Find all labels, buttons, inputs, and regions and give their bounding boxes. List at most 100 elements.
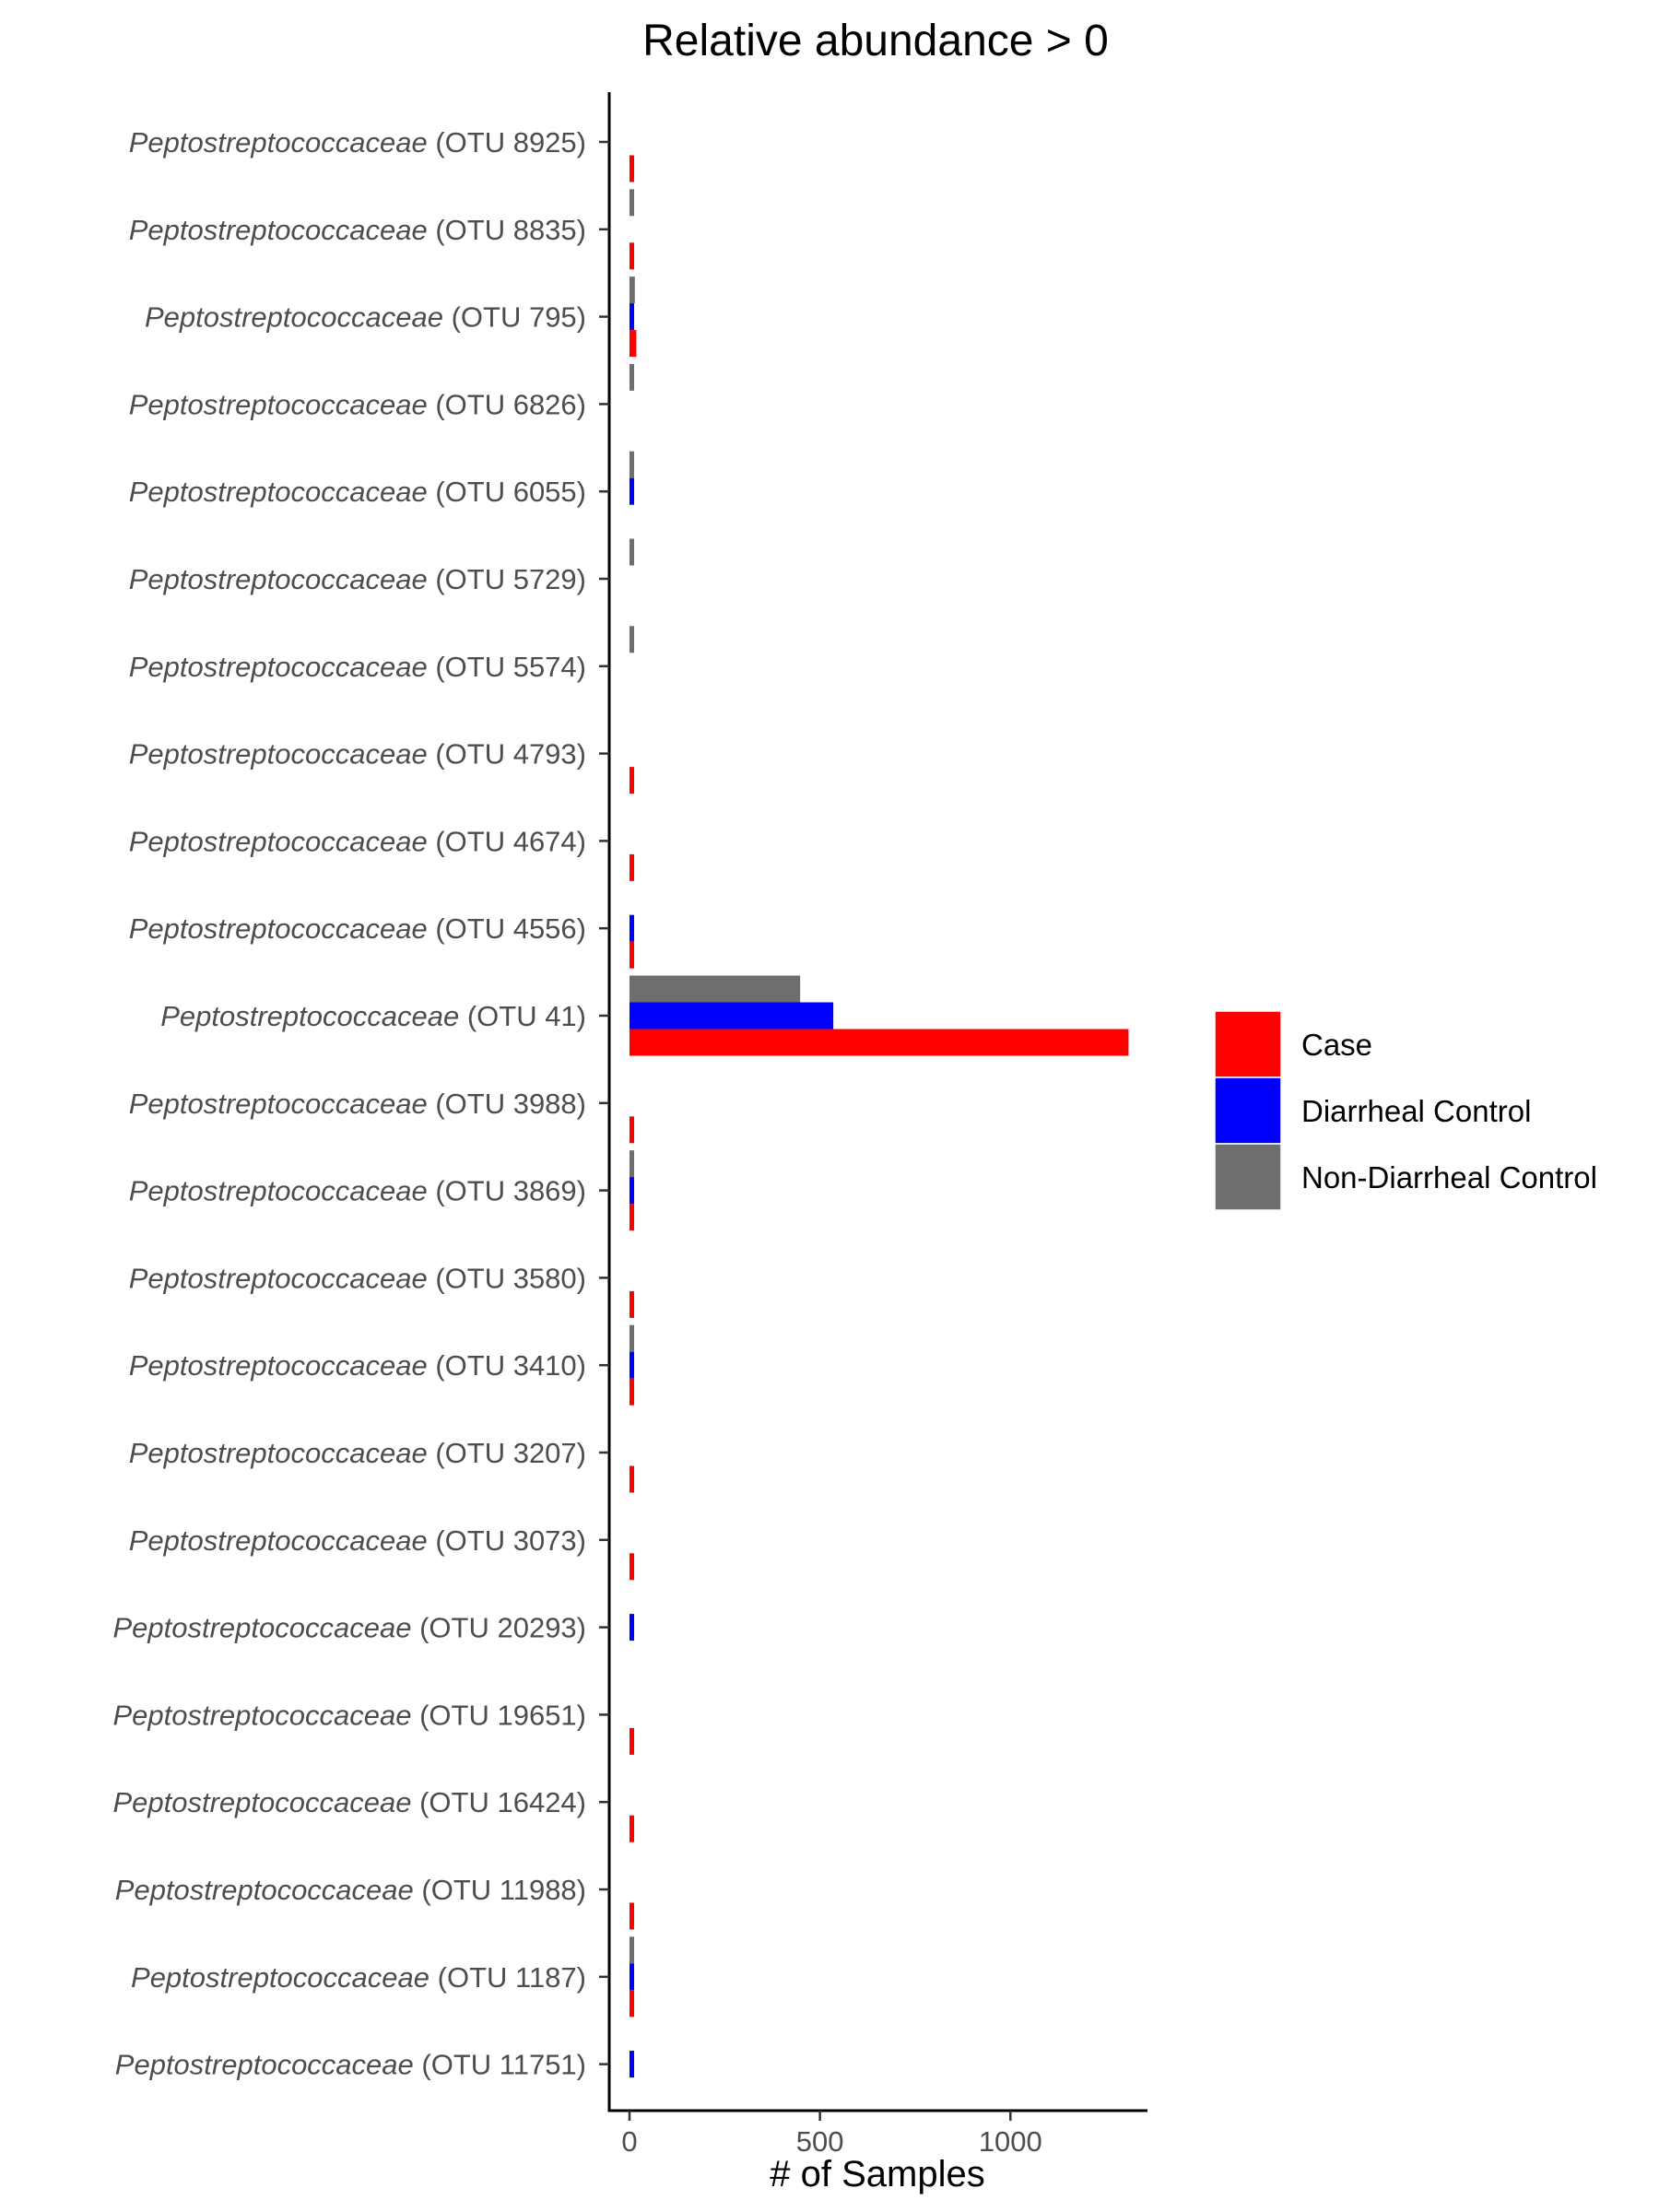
y-tick-label-otu: (OTU 5729) bbox=[428, 563, 586, 595]
bar-case-2 bbox=[629, 242, 634, 270]
y-tick-label: Peptostreptococcaceae (OTU 16424) bbox=[112, 1786, 586, 1818]
bar-non-diarrheal-control-13 bbox=[629, 1150, 634, 1178]
y-tick-label-genus: Peptostreptococcaceae bbox=[129, 1524, 428, 1557]
y-tick-label: Peptostreptococcaceae (OTU 41) bbox=[160, 1000, 586, 1032]
y-tick-label: Peptostreptococcaceae (OTU 5729) bbox=[129, 563, 586, 595]
y-tick-label-genus: Peptostreptococcaceae bbox=[112, 1699, 411, 1731]
y-tick-label-otu: (OTU 41) bbox=[459, 1000, 586, 1032]
bar-case-11 bbox=[629, 1029, 1129, 1056]
bar-non-diarrheal-control-11 bbox=[629, 975, 801, 1003]
bar-case-22 bbox=[629, 1990, 634, 2018]
bar-diarrheal-control-3 bbox=[629, 303, 634, 331]
y-tick-label-otu: (OTU 3988) bbox=[428, 1088, 586, 1120]
bar-case-21 bbox=[629, 1902, 634, 1930]
bar-case-8 bbox=[629, 767, 634, 794]
y-tick-label: Peptostreptococcaceae (OTU 1187) bbox=[131, 1961, 586, 1994]
y-tick-label-genus: Peptostreptococcaceae bbox=[129, 825, 428, 857]
y-tick-label-genus: Peptostreptococcaceae bbox=[129, 912, 428, 945]
bar-diarrheal-control-11 bbox=[629, 1002, 834, 1030]
y-tick-label-otu: (OTU 1187) bbox=[429, 1961, 586, 1994]
y-tick-label: Peptostreptococcaceae (OTU 795) bbox=[145, 301, 586, 334]
y-tick-label-genus: Peptostreptococcaceae bbox=[131, 1961, 429, 1994]
y-tick-label-otu: (OTU 3410) bbox=[428, 1349, 586, 1382]
y-tick-label-otu: (OTU 8835) bbox=[428, 214, 586, 246]
bar-case-10 bbox=[629, 941, 634, 969]
bar-non-diarrheal-control-15 bbox=[629, 1324, 634, 1352]
y-tick-label-otu: (OTU 5574) bbox=[428, 651, 586, 683]
bar-non-diarrheal-control-6 bbox=[629, 538, 634, 566]
y-tick-label-genus: Peptostreptococcaceae bbox=[129, 126, 428, 159]
y-tick-label: Peptostreptococcaceae (OTU 19651) bbox=[112, 1699, 586, 1731]
bar-non-diarrheal-control-7 bbox=[629, 626, 634, 653]
bar-case-20 bbox=[629, 1815, 634, 1842]
y-tick-label-genus: Peptostreptococcaceae bbox=[115, 1874, 414, 1906]
y-tick-label-genus: Peptostreptococcaceae bbox=[160, 1000, 459, 1032]
y-tick-label-otu: (OTU 20293) bbox=[411, 1612, 586, 1644]
y-tick-label-otu: (OTU 11988) bbox=[414, 1874, 586, 1906]
y-tick-label: Peptostreptococcaceae (OTU 20293) bbox=[112, 1612, 586, 1644]
bar-diarrheal-control-13 bbox=[629, 1177, 634, 1205]
y-tick-label-genus: Peptostreptococcaceae bbox=[129, 1175, 428, 1207]
y-tick-label-genus: Peptostreptococcaceae bbox=[112, 1786, 411, 1818]
bar-diarrheal-control-15 bbox=[629, 1351, 634, 1379]
bar-case-17 bbox=[629, 1553, 634, 1581]
y-tick-label-genus: Peptostreptococcaceae bbox=[129, 1437, 428, 1469]
bar-diarrheal-control-18 bbox=[629, 1614, 634, 1641]
y-tick-label-otu: (OTU 795) bbox=[443, 301, 586, 334]
y-tick-label-otu: (OTU 19651) bbox=[411, 1699, 586, 1731]
y-tick-label: Peptostreptococcaceae (OTU 11751) bbox=[115, 2049, 586, 2081]
y-tick-label-otu: (OTU 8925) bbox=[428, 126, 586, 159]
y-tick-label-genus: Peptostreptococcaceae bbox=[129, 214, 428, 246]
bar-diarrheal-control-22 bbox=[629, 1963, 634, 1991]
bar-non-diarrheal-control-5 bbox=[629, 451, 634, 478]
bar-case-19 bbox=[629, 1727, 634, 1755]
x-tick-label: 0 bbox=[621, 2125, 637, 2158]
y-tick-label: Peptostreptococcaceae (OTU 3207) bbox=[129, 1437, 586, 1469]
y-tick-label: Peptostreptococcaceae (OTU 5574) bbox=[129, 651, 586, 683]
y-tick-label-otu: (OTU 4556) bbox=[428, 912, 586, 945]
y-tick-label-genus: Peptostreptococcaceae bbox=[129, 651, 428, 683]
bar-diarrheal-control-10 bbox=[629, 914, 634, 942]
bar-non-diarrheal-control-2 bbox=[629, 189, 634, 217]
y-tick-label-genus: Peptostreptococcaceae bbox=[129, 1349, 428, 1382]
bar-non-diarrheal-control-22 bbox=[629, 1936, 634, 1964]
x-tick-label: 1000 bbox=[979, 2125, 1042, 2158]
y-tick-label: Peptostreptococcaceae (OTU 4556) bbox=[129, 912, 586, 945]
legend-key-diarrheal-control bbox=[1214, 1077, 1282, 1145]
y-tick-label-otu: (OTU 11751) bbox=[414, 2049, 586, 2081]
bar-case-16 bbox=[629, 1465, 634, 1493]
y-tick-label: Peptostreptococcaceae (OTU 3988) bbox=[129, 1088, 586, 1120]
y-tick-label: Peptostreptococcaceae (OTU 6055) bbox=[129, 476, 586, 508]
legend-key-non-diarrheal-control bbox=[1214, 1143, 1282, 1211]
x-tick-label: 500 bbox=[796, 2125, 844, 2158]
bar-non-diarrheal-control-4 bbox=[629, 363, 634, 391]
bar-non-diarrheal-control-3 bbox=[629, 276, 635, 304]
legend-key-case bbox=[1214, 1010, 1282, 1078]
y-tick-label-genus: Peptostreptococcaceae bbox=[129, 738, 428, 771]
y-tick-label-genus: Peptostreptococcaceae bbox=[115, 2049, 414, 2081]
bar-case-13 bbox=[629, 1204, 634, 1231]
y-tick-label-otu: (OTU 16424) bbox=[411, 1786, 586, 1818]
y-tick-label-otu: (OTU 3869) bbox=[428, 1175, 586, 1207]
bar-case-12 bbox=[629, 1116, 634, 1144]
bar-case-3 bbox=[629, 330, 637, 358]
y-tick-label-otu: (OTU 3073) bbox=[428, 1524, 586, 1557]
y-axis: Peptostreptococcaceae (OTU 8925)Peptostr… bbox=[112, 92, 611, 2111]
y-tick-label-genus: Peptostreptococcaceae bbox=[129, 563, 428, 595]
y-tick-label-genus: Peptostreptococcaceae bbox=[112, 1612, 411, 1644]
y-tick-label: Peptostreptococcaceae (OTU 8925) bbox=[129, 126, 586, 159]
legend-label-diarrheal-control: Diarrheal Control bbox=[1301, 1094, 1531, 1128]
y-tick-label: Peptostreptococcaceae (OTU 3073) bbox=[129, 1524, 586, 1557]
y-tick-label: Peptostreptococcaceae (OTU 3869) bbox=[129, 1175, 586, 1207]
y-tick-label: Peptostreptococcaceae (OTU 4674) bbox=[129, 825, 586, 857]
y-tick-label-otu: (OTU 3580) bbox=[428, 1262, 586, 1294]
y-tick-label-otu: (OTU 6055) bbox=[428, 476, 586, 508]
y-tick-label-otu: (OTU 3207) bbox=[428, 1437, 586, 1469]
bar-case-15 bbox=[629, 1378, 634, 1406]
y-tick-label-genus: Peptostreptococcaceae bbox=[129, 1088, 428, 1120]
legend: Case Diarrheal Control Non-Diarrheal Contr… bbox=[1214, 1010, 1597, 1211]
legend-label-non-diarrheal-control: Non-Diarrheal Control bbox=[1301, 1160, 1597, 1194]
x-axis: 0 500 1000 bbox=[607, 2109, 1147, 2158]
